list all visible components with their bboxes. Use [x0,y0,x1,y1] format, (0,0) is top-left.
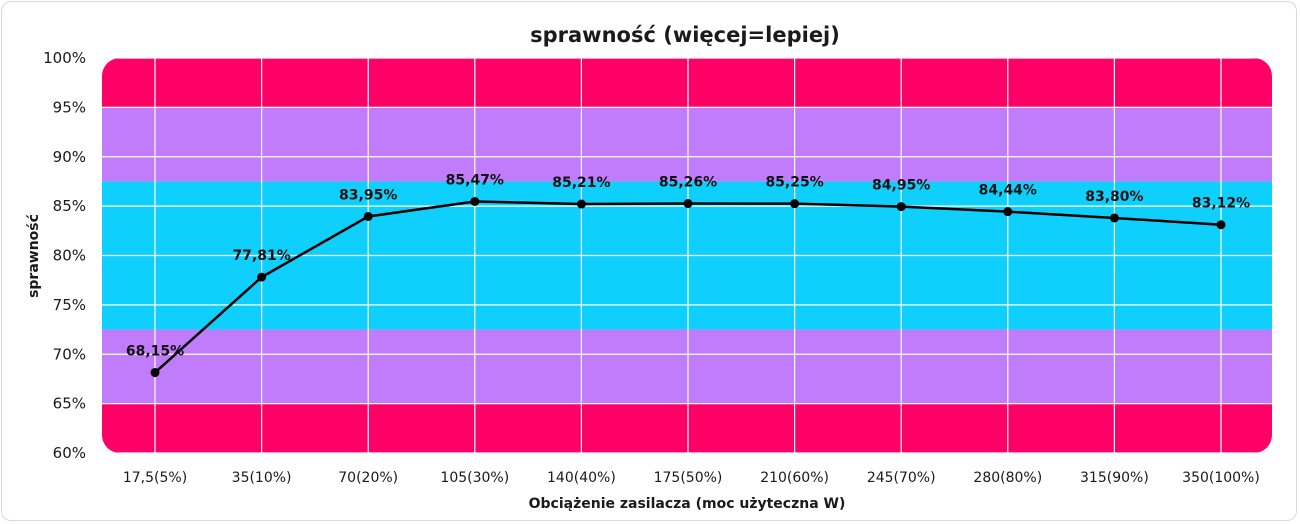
x-tick-label: 175(50%) [654,470,723,486]
data-label: 83,95% [339,187,397,203]
data-label: 85,26% [659,175,717,191]
data-label: 77,81% [232,248,290,264]
x-tick-label: 245(70%) [867,470,936,486]
chart-title: sprawność (więcej=lepiej) [530,23,840,47]
y-tick-label: 60% [53,444,86,462]
data-point [470,196,480,206]
y-tick-label: 90% [53,148,86,166]
x-tick-label: 105(30%) [440,470,509,486]
x-tick-label: 280(80%) [973,470,1042,486]
data-label: 68,15% [126,344,184,360]
series-efficiency [150,196,1226,378]
y-tick-label: 70% [53,345,86,363]
data-label: 85,21% [552,175,610,191]
x-axis-label: Obciążenie zasilacza (moc użyteczna W) [529,496,846,512]
data-point [257,272,267,282]
y-tick-labels: 60% 65% 70% 75% 80% 85% 90% 95% 100% [43,49,86,462]
data-point [896,202,906,212]
data-label: 85,25% [765,175,823,191]
x-tick-label: 140(40%) [547,470,616,486]
data-label: 83,80% [1085,189,1143,205]
band-1 [102,329,1272,404]
x-tick-labels: 17,5(5%) 35(10%) 70(20%) 105(30%) 140(40%) 17… [123,470,1260,486]
x-tick-label: 315(90%) [1080,470,1149,486]
data-label: 84,95% [872,178,930,194]
gridlines [102,58,1272,453]
y-tick-label: 80% [53,247,86,265]
x-tick-label: 70(20%) [338,470,398,486]
x-tick-label: 17,5(5%) [123,470,187,486]
y-tick-label: 85% [53,197,86,215]
y-tick-label: 65% [53,395,86,413]
data-point [790,199,800,209]
data-label: 84,44% [979,183,1037,199]
y-tick-label: 75% [53,296,86,314]
data-label: 83,12% [1192,196,1250,212]
data-point [150,368,160,378]
data-point [1216,220,1226,230]
data-label: 85,47% [446,172,504,188]
x-tick-label: 35(10%) [232,470,292,486]
y-axis-label: sprawność [26,214,42,298]
x-tick-label: 210(60%) [760,470,829,486]
band-0 [102,403,1272,453]
band-3 [102,107,1272,182]
data-point [1003,207,1013,217]
data-point [1109,213,1119,223]
y-tick-label: 100% [43,49,86,67]
x-tick-label: 350(100%) [1182,470,1260,486]
data-labels: 68,15% 77,81% 83,95% 85,47% 85,21% 85,26% 85,2… [126,172,1250,359]
band-4 [102,58,1272,108]
data-point [363,211,373,221]
y-tick-label: 95% [53,98,86,116]
data-point [576,199,586,209]
data-point [683,199,693,209]
